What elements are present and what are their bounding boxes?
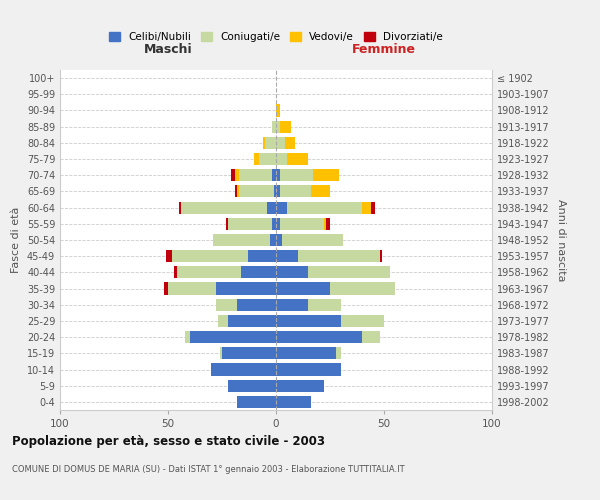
Bar — [276, 396, 311, 408]
Bar — [276, 202, 287, 213]
Bar — [179, 202, 181, 213]
Bar — [190, 331, 276, 343]
Bar — [229, 315, 276, 327]
Bar — [362, 202, 371, 213]
Bar — [276, 153, 287, 165]
Bar — [222, 348, 276, 360]
Bar — [239, 169, 272, 181]
Bar — [230, 169, 235, 181]
Bar — [276, 234, 283, 246]
Bar — [164, 282, 168, 294]
Bar — [215, 282, 276, 294]
Bar — [283, 234, 343, 246]
Bar — [287, 153, 308, 165]
Bar — [226, 218, 229, 230]
Bar — [237, 186, 239, 198]
Bar — [265, 137, 276, 149]
Bar — [168, 282, 215, 294]
Bar — [218, 315, 229, 327]
Bar — [276, 298, 308, 311]
Bar — [254, 153, 259, 165]
Bar — [229, 380, 276, 392]
Bar — [280, 169, 313, 181]
Bar — [229, 218, 272, 230]
Bar — [272, 218, 276, 230]
Bar — [380, 250, 382, 262]
Bar — [276, 120, 280, 132]
Bar — [237, 298, 276, 311]
Bar — [371, 202, 376, 213]
Bar — [276, 169, 280, 181]
Y-axis label: Fasce di età: Fasce di età — [11, 207, 21, 273]
Bar — [181, 202, 268, 213]
Text: Maschi: Maschi — [143, 44, 193, 57]
Bar — [280, 218, 323, 230]
Bar — [276, 348, 337, 360]
Bar — [237, 396, 276, 408]
Bar — [284, 137, 295, 149]
Bar — [362, 331, 380, 343]
Bar — [263, 137, 265, 149]
Bar — [313, 169, 338, 181]
Bar — [241, 266, 276, 278]
Bar — [280, 186, 311, 198]
Bar — [341, 315, 384, 327]
Bar — [235, 169, 239, 181]
Bar — [276, 380, 323, 392]
Bar — [298, 250, 380, 262]
Bar — [272, 169, 276, 181]
Bar — [172, 250, 248, 262]
Text: Femmine: Femmine — [352, 44, 416, 57]
Bar — [276, 315, 341, 327]
Bar — [280, 120, 291, 132]
Bar — [214, 234, 269, 246]
Bar — [276, 331, 362, 343]
Bar — [311, 186, 330, 198]
Bar — [211, 364, 276, 376]
Bar — [269, 234, 276, 246]
Bar — [323, 218, 326, 230]
Bar — [308, 298, 341, 311]
Bar — [248, 250, 276, 262]
Bar — [276, 266, 308, 278]
Bar — [215, 298, 237, 311]
Y-axis label: Anni di nascita: Anni di nascita — [556, 198, 566, 281]
Bar — [235, 186, 237, 198]
Bar — [337, 348, 341, 360]
Bar — [175, 266, 176, 278]
Bar — [276, 137, 284, 149]
Bar — [330, 282, 395, 294]
Bar — [259, 153, 276, 165]
Bar — [272, 120, 276, 132]
Legend: Celibi/Nubili, Coniugati/e, Vedovi/e, Divorziati/e: Celibi/Nubili, Coniugati/e, Vedovi/e, Di… — [105, 28, 447, 46]
Bar — [276, 218, 280, 230]
Text: COMUNE DI DOMUS DE MARIA (SU) - Dati ISTAT 1° gennaio 2003 - Elaborazione TUTTIT: COMUNE DI DOMUS DE MARIA (SU) - Dati IST… — [12, 465, 404, 474]
Bar — [268, 202, 276, 213]
Bar — [274, 186, 276, 198]
Bar — [287, 202, 362, 213]
Bar — [326, 218, 330, 230]
Bar — [308, 266, 391, 278]
Bar — [239, 186, 274, 198]
Bar — [276, 104, 280, 117]
Bar — [185, 331, 190, 343]
Bar — [176, 266, 241, 278]
Bar — [276, 186, 280, 198]
Bar — [276, 364, 341, 376]
Bar — [276, 282, 330, 294]
Bar — [166, 250, 172, 262]
Bar — [276, 250, 298, 262]
Text: Popolazione per età, sesso e stato civile - 2003: Popolazione per età, sesso e stato civil… — [12, 435, 325, 448]
Bar — [220, 348, 222, 360]
